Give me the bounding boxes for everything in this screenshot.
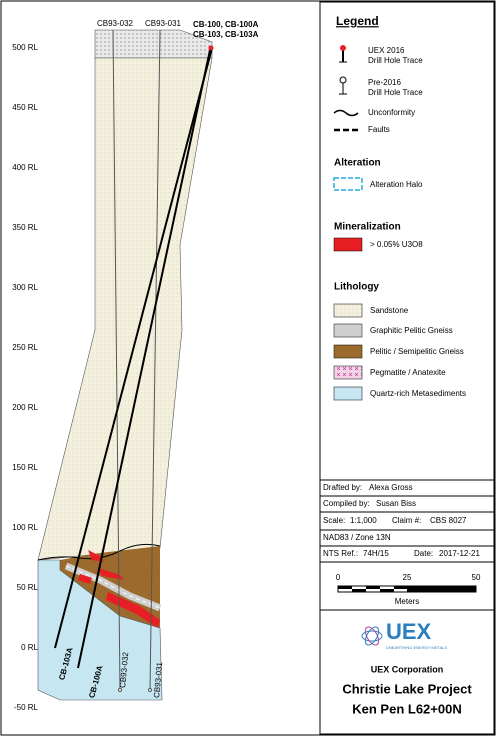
- logo-mark: [361, 630, 383, 642]
- scale-label: 50: [472, 573, 481, 582]
- sandstone: [37, 57, 213, 561]
- logo-mark: [364, 626, 380, 646]
- legend-text: Drill Hole Trace: [368, 56, 423, 65]
- hole-label: CB93-032: [97, 19, 134, 28]
- symbol: [333, 109, 359, 117]
- elevation-label: 200 RL: [12, 403, 38, 412]
- symbol: [333, 365, 363, 380]
- symbol: [333, 303, 363, 318]
- legend-text: Graphitic Pelitic Gneiss: [370, 326, 453, 335]
- info-value: 74H/15: [363, 549, 389, 558]
- legend-text: Sandstone: [370, 306, 409, 315]
- symbol: [333, 323, 363, 338]
- drill-hole: [77, 49, 211, 669]
- symbol: [333, 237, 363, 252]
- legend-text: Alteration Halo: [370, 180, 423, 189]
- symbol: [333, 344, 363, 359]
- info-value: CBS 8027: [430, 516, 467, 525]
- section-heading: Alteration: [334, 158, 381, 169]
- elevation-label: 400 RL: [12, 163, 38, 172]
- collar: [208, 45, 214, 51]
- project-title: Christie Lake Project: [342, 681, 472, 696]
- symbol: [340, 45, 346, 51]
- logo-tagline: UNEARTHING ENERGY METALS: [386, 645, 447, 650]
- legend-text: UEX 2016: [368, 46, 405, 55]
- info-value: NAD83 / Zone 13N: [323, 533, 391, 542]
- hole-label: CB-100, CB-100A: [193, 20, 259, 29]
- legend-text: Unconformity: [368, 108, 415, 117]
- legend-text: Drill Hole Trace: [368, 88, 423, 97]
- scale-label: 0: [336, 573, 341, 582]
- elevation-label: 100 RL: [12, 523, 38, 532]
- legend-text: Pelitic / Semipelitic Gneiss: [370, 347, 464, 356]
- drill-hole: [149, 29, 161, 691]
- hole-end: [148, 688, 152, 692]
- symbol: [333, 386, 363, 401]
- hole-label: CB93-032: [118, 651, 130, 688]
- mineralization: [78, 574, 92, 584]
- elevation-label: 450 RL: [12, 103, 38, 112]
- hole-end: [118, 688, 122, 692]
- symbol: [339, 76, 347, 84]
- legend-text: Pre-2016: [368, 78, 401, 87]
- legend-text: Faults: [368, 125, 390, 134]
- legend-panel: Legend UEX 2016 Drill Hole Trace Pre-201…: [319, 1, 495, 481]
- legend-title: Legend: [336, 14, 379, 28]
- info-panel: Drafted by: Alexa Gross Compiled by: Sus…: [319, 479, 495, 735]
- info-value: Alexa Gross: [369, 483, 413, 492]
- legend-text: Pegmatite / Anatexite: [370, 368, 446, 377]
- elevation-label: 50 RL: [17, 583, 39, 592]
- info-value: 1:1,000: [350, 516, 377, 525]
- legend-text: > 0.05% U3O8: [370, 240, 423, 249]
- elevation-label: -50 RL: [14, 703, 39, 712]
- graphitic-band-edge: [65, 565, 161, 609]
- info-label: Scale:: [323, 516, 345, 525]
- mineralization: [88, 550, 104, 562]
- logo-text: UEX: [386, 619, 432, 644]
- elevation-label: 0 RL: [21, 643, 38, 652]
- info-box: [319, 479, 495, 735]
- info-label: Date:: [414, 549, 433, 558]
- scale-bar: [394, 586, 407, 589]
- elevation-label: 500 RL: [12, 43, 38, 52]
- elevation-label: 150 RL: [12, 463, 38, 472]
- scale-bar: [338, 586, 352, 589]
- section-heading: Lithology: [334, 282, 379, 293]
- mineralization: [98, 568, 124, 580]
- hole-label: CB93-031: [152, 661, 164, 698]
- hole-label: CB-103, CB-103A: [193, 30, 259, 39]
- scale-bar: [407, 586, 476, 592]
- section-title: Ken Pen L62+00N: [352, 701, 461, 716]
- info-label: Drafted by:: [323, 483, 362, 492]
- scale-bar: [352, 589, 366, 592]
- section-heading: Mineralization: [334, 222, 401, 233]
- legend-text: Quartz-rich Metasediments: [370, 389, 466, 398]
- info-label: Compiled by:: [323, 499, 370, 508]
- symbol: [333, 177, 363, 191]
- elevation-label: 250 RL: [12, 343, 38, 352]
- info-label: NTS Ref.:: [323, 549, 358, 558]
- drill-hole: [112, 29, 121, 691]
- info-label: Claim #:: [392, 516, 421, 525]
- scale-label: 25: [403, 573, 412, 582]
- info-value: 2017-12-21: [439, 549, 480, 558]
- company: UEX Corporation: [371, 664, 444, 674]
- elevation-axis: 500 RL 450 RL 400 RL 350 RL 300 RL 250 RL 200 …: [12, 43, 38, 712]
- cross-section: CB93-032 CB93-031 CB-100, CB-100A CB-103…: [37, 19, 259, 701]
- info-value: Susan Biss: [376, 499, 416, 508]
- logo-mark: [364, 626, 380, 646]
- elevation-label: 350 RL: [12, 223, 38, 232]
- scale-unit: Meters: [395, 597, 419, 606]
- drill-hole: [54, 47, 213, 649]
- elevation-label: 300 RL: [12, 283, 38, 292]
- scale-bar: [380, 589, 394, 592]
- hole-label: CB93-031: [145, 19, 182, 28]
- scale-bar: [366, 586, 380, 589]
